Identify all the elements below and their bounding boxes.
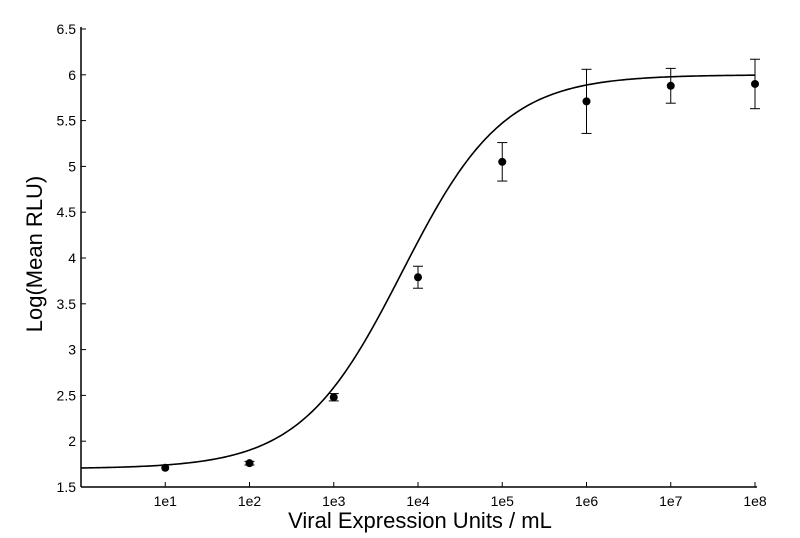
data-point	[751, 79, 759, 88]
y-tick-label: 1.5	[57, 479, 77, 495]
y-tick-label: 5	[68, 158, 76, 174]
x-tick-label: 1e8	[743, 493, 767, 509]
y-tick-label: 4.5	[57, 204, 77, 220]
y-axis-title: Log(Mean RLU)	[22, 176, 47, 333]
x-tick-label: 1e5	[491, 493, 515, 509]
data-point	[498, 157, 507, 166]
x-tick-label: 1e1	[154, 493, 178, 509]
x-axis-title: Viral Expression Units / mL	[288, 508, 552, 533]
data-points	[161, 79, 759, 472]
data-point	[582, 97, 591, 106]
x-axis-ticks: 1e1 1e2 1e3 1e4 1e5 1e6 1e7 1e8	[154, 482, 767, 509]
y-axis-ticks: 1.5 2 2.5 3 3.5 4 4.5 5 5.5 6 6.5	[57, 21, 86, 495]
y-tick-label: 3.5	[57, 296, 77, 312]
y-tick-label: 3	[68, 342, 76, 358]
data-point	[161, 463, 170, 472]
y-tick-label: 6.5	[57, 21, 77, 37]
data-point	[666, 81, 675, 90]
axes	[80, 27, 757, 488]
y-tick-label: 5.5	[57, 113, 77, 129]
data-point	[245, 459, 254, 468]
y-tick-label: 4	[68, 250, 76, 266]
data-point	[414, 273, 422, 282]
data-point	[329, 393, 338, 402]
x-tick-label: 1e2	[238, 493, 262, 509]
x-tick-label: 1e3	[322, 493, 346, 509]
x-tick-label: 1e4	[406, 493, 430, 509]
error-bars	[244, 58, 760, 466]
x-tick-label: 1e6	[575, 493, 599, 509]
y-tick-label: 2.5	[57, 387, 77, 403]
fitted-curve	[80, 74, 756, 469]
y-tick-label: 2	[68, 433, 76, 449]
fit-curve-layer	[80, 74, 756, 469]
y-tick-label: 6	[68, 67, 76, 83]
x-tick-label: 1e7	[659, 493, 683, 509]
